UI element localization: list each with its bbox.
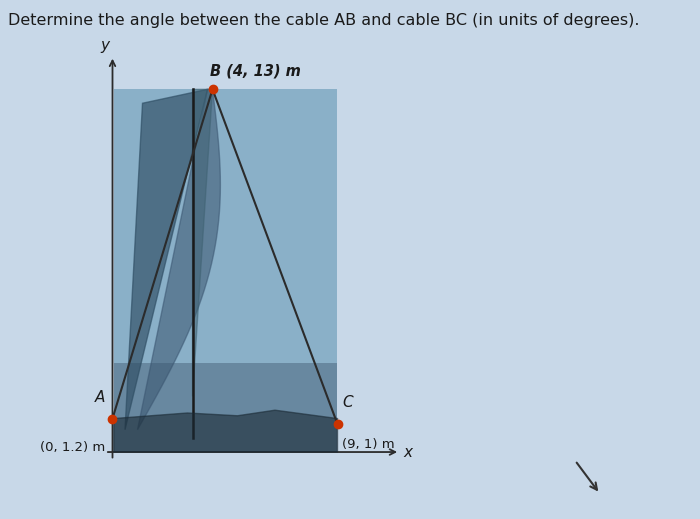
Bar [113, 89, 337, 452]
Polygon shape [137, 89, 220, 430]
Text: Determine the angle between the cable AB and cable BC (in units of degrees).: Determine the angle between the cable AB… [8, 13, 640, 28]
Text: (9, 1) m: (9, 1) m [342, 438, 395, 451]
Polygon shape [193, 89, 213, 396]
Text: (0, 1.2) m: (0, 1.2) m [40, 441, 105, 454]
Text: x: x [404, 445, 413, 459]
Polygon shape [125, 89, 207, 430]
Text: C: C [342, 395, 353, 410]
Text: A: A [94, 390, 105, 405]
Text: B (4, 13) m: B (4, 13) m [210, 63, 301, 78]
Polygon shape [113, 410, 337, 452]
Text: y: y [101, 38, 109, 53]
Bar [113, 363, 337, 452]
